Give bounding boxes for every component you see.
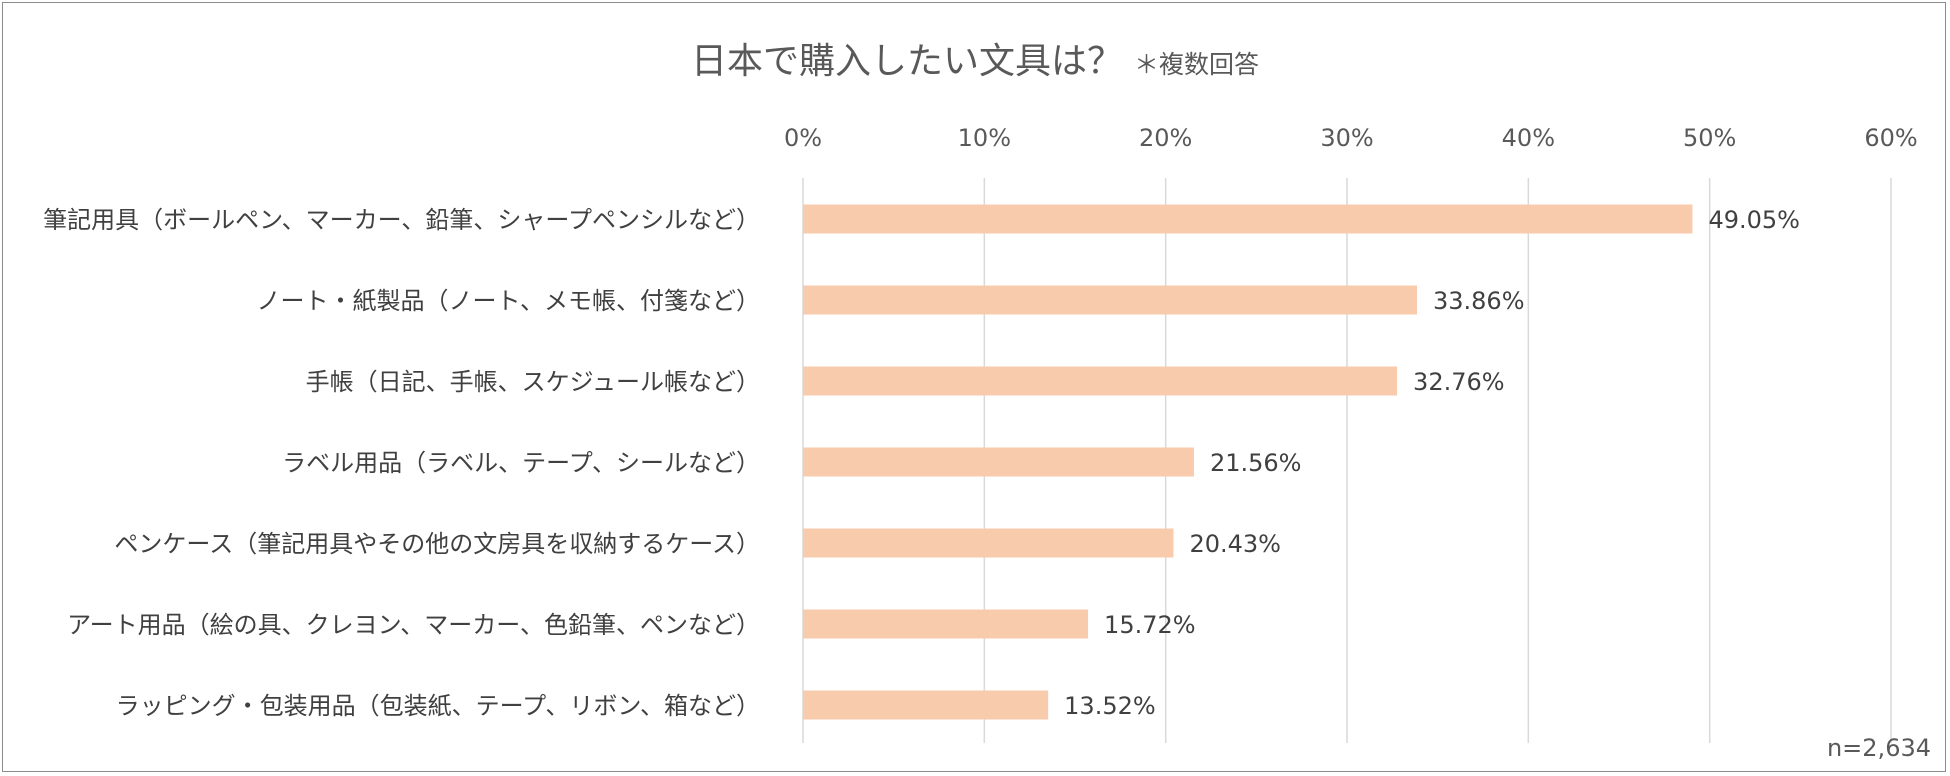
x-tick-label: 60% (1864, 124, 1917, 152)
bar (803, 528, 1174, 558)
category-label: ペンケース（筆記用具やその他の文房具を収納するケース） (114, 530, 760, 558)
bar (803, 609, 1089, 639)
category-label: ノート・紙製品（ノート、メモ帳、付箋など） (256, 287, 760, 315)
category-label: 手帳（日記、手帳、スケジュール帳など） (306, 368, 760, 396)
bar-chart: 日本で購入したい文具は？ ＊複数回答 0% 10% 20% 30% 40% 50% 60% … (43, 41, 1931, 762)
value-label: 32.76% (1413, 368, 1505, 396)
x-tick-label: 30% (1320, 124, 1373, 152)
x-tick-label: 20% (1139, 124, 1192, 152)
x-axis-tick-labels: 0% 10% 20% 30% 40% 50% 60% (784, 124, 1918, 152)
value-label: 15.72% (1104, 611, 1196, 639)
chart-subtitle: ＊複数回答 (1134, 50, 1259, 79)
bar (803, 690, 1049, 720)
value-label: 33.86% (1433, 287, 1525, 315)
category-label: 筆記用具（ボールペン、マーカー、鉛筆、シャープペンシルなど） (43, 206, 760, 234)
value-labels: 49.05% 33.86% 32.76% 21.56% 20.43% 15.72% 13.5… (1064, 206, 1800, 720)
value-label: 13.52% (1064, 692, 1156, 720)
x-tick-label: 40% (1502, 124, 1555, 152)
bar (803, 204, 1693, 234)
x-tick-label: 0% (784, 124, 822, 152)
category-label: アート用品（絵の具、クレヨン、マーカー、色鉛筆、ペンなど） (67, 611, 760, 639)
category-labels: 筆記用具（ボールペン、マーカー、鉛筆、シャープペンシルなど） ノート・紙製品（ノー… (43, 206, 760, 720)
chart-title-main: 日本で購入したい文具は？ (691, 41, 1123, 82)
bars (803, 204, 1693, 720)
bar (803, 285, 1417, 315)
x-tick-label: 50% (1683, 124, 1736, 152)
value-label: 49.05% (1708, 206, 1800, 234)
category-label: ラベル用品（ラベル、テープ、シールなど） (282, 449, 760, 477)
bar (803, 447, 1194, 477)
value-label: 20.43% (1189, 530, 1281, 558)
value-label: 21.56% (1210, 449, 1302, 477)
sample-size-note: n=2,634 (1827, 734, 1931, 762)
bar (803, 366, 1398, 396)
category-label: ラッピング・包装用品（包装紙、テープ、リボン、箱など） (116, 692, 760, 720)
chart-title: 日本で購入したい文具は？ ＊複数回答 (691, 41, 1259, 82)
x-tick-label: 10% (958, 124, 1011, 152)
